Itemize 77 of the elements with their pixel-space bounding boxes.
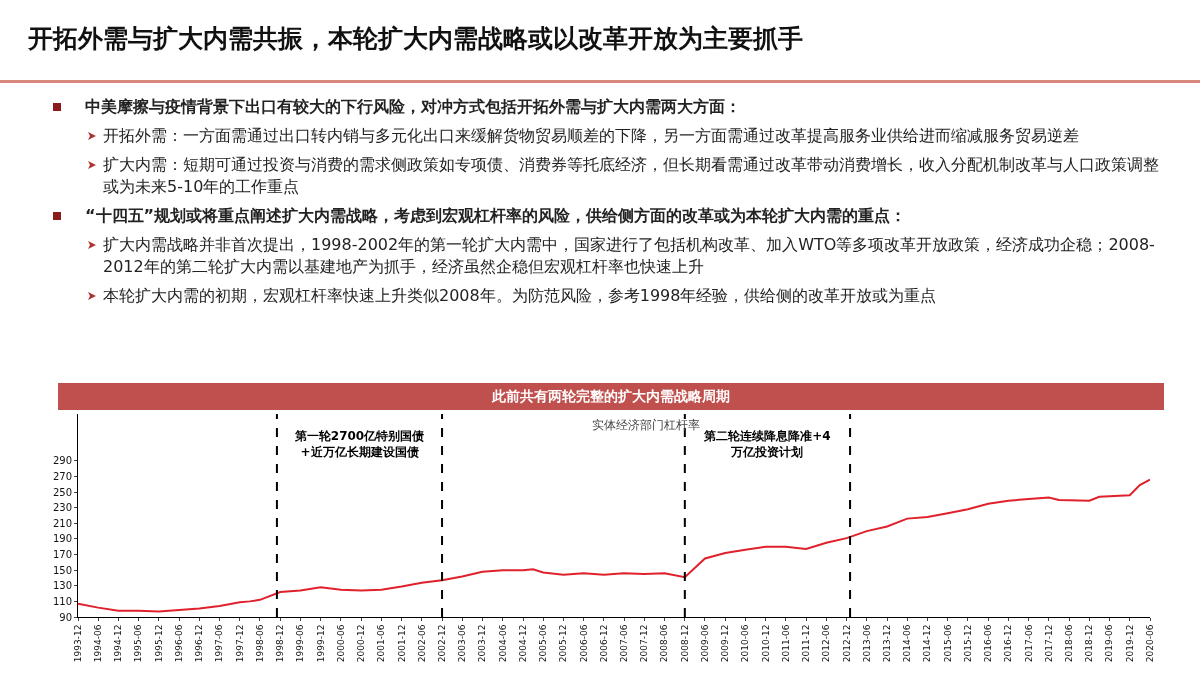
- y-tick-label: 170: [52, 549, 72, 561]
- x-tick-label: 2007-06: [618, 624, 629, 663]
- x-tick-label: 2000-06: [335, 624, 346, 663]
- x-tick-label: 2010-12: [760, 624, 771, 663]
- x-tick-label: 2010-06: [740, 624, 751, 663]
- x-tick-label: 1995-12: [153, 624, 164, 663]
- text: 中美摩擦与疫情背景下出口有较大的下行风险，对冲方式包括开拓外需与扩大内需两大方面：: [45, 96, 1160, 118]
- x-tick-label: 2003-12: [477, 624, 488, 663]
- x-tick-label: 2005-12: [558, 624, 569, 663]
- x-tick-label: 2002-12: [436, 624, 447, 663]
- y-tick-label: 250: [52, 486, 72, 498]
- x-tick-label: 1994-06: [93, 624, 104, 663]
- line-series: [78, 478, 1150, 613]
- x-tick-label: 2020-06: [1144, 624, 1155, 663]
- x-tick-label: 1998-06: [254, 624, 265, 663]
- x-tick-label: 2004-06: [497, 624, 508, 663]
- y-tick-label: 290: [52, 455, 72, 467]
- x-tick-label: 1998-12: [275, 624, 286, 663]
- text: 扩大内需：短期可通过投资与消费的需求侧政策如专项债、消费券等托底经济，但长期看需通过改革带动消费增长，收入分配机制改革与人口政策调整或为未来5-10年的工作重点: [102, 154, 1160, 198]
- text: “十四五”规划或将重点阐述扩大内需战略，考虑到宏观杠杆率的风险，供给侧方面的改革或为本轮扩大内需的重点：: [45, 205, 1160, 227]
- y-tick-label: 270: [52, 470, 72, 482]
- annotation: 第二轮连续降息降准+4万亿投资计划: [703, 428, 832, 460]
- text: 本轮扩大内需的初期，宏观杠杆率快速上升类似2008年。为防范风险，参考1998年经验，供给侧的改革开放或为重点: [102, 285, 938, 307]
- x-tick-label: 2012-06: [821, 624, 832, 663]
- x-tick-label: 2007-12: [639, 624, 650, 663]
- x-tick-label: 2001-06: [376, 624, 387, 663]
- text: 开拓外需：一方面需通过出口转内销与多元化出口来缓解货物贸易顺差的下降，另一方面需通过改革提高服务业供给进而缩减服务贸易逆差: [102, 125, 1080, 147]
- y-tick-label: 90: [59, 611, 72, 623]
- x-tick-label: 2019-06: [1104, 624, 1115, 663]
- x-tick-label: 1997-12: [234, 624, 245, 663]
- x-tick-label: 2017-12: [1043, 624, 1054, 663]
- y-tick-label: 190: [52, 533, 72, 545]
- x-tick-label: 2015-12: [962, 624, 973, 663]
- x-tick-label: 2014-06: [902, 624, 913, 663]
- annotation: 实体经济部门杠杆率: [592, 418, 700, 432]
- annotation: 第一轮2700亿特别国债+近万亿长期建设国债: [293, 428, 426, 460]
- y-tick-label: 210: [52, 517, 72, 529]
- x-tick-label: 2018-06: [1063, 624, 1074, 663]
- x-tick-label: 2014-12: [922, 624, 933, 663]
- x-tick-label: 2013-12: [881, 624, 892, 663]
- x-tick-label: 1997-06: [214, 624, 225, 663]
- x-tick-label: 2013-06: [861, 624, 872, 663]
- x-tick-label: 1994-12: [113, 624, 124, 663]
- x-tick-label: 2016-06: [983, 624, 994, 663]
- x-tick-label: 2011-06: [780, 624, 791, 663]
- x-tick-label: 2016-12: [1003, 624, 1014, 663]
- chart-title: 开拓外需与扩大内需共振，本轮扩大内需战略或以改革开放为主要抓手: [28, 23, 804, 55]
- x-tick-label: 2017-06: [1023, 624, 1034, 663]
- x-tick-label: 2019-12: [1124, 624, 1135, 663]
- x-tick-label: 2003-06: [457, 624, 468, 663]
- x-tick-label: 2009-12: [720, 624, 731, 663]
- x-tick-label: 1996-12: [194, 624, 205, 663]
- x-tick-label: 2002-06: [416, 624, 427, 663]
- y-tick-label: 130: [52, 580, 72, 592]
- x-tick-label: 2008-06: [659, 624, 670, 663]
- chart-subtitle: 此前共有两轮完整的扩大内需战略周期: [58, 383, 1164, 410]
- x-tick-label: 2018-12: [1084, 624, 1095, 663]
- y-tick-label: 110: [52, 595, 72, 607]
- x-tick-label: 2006-12: [598, 624, 609, 663]
- x-tick-label: 2000-12: [356, 624, 367, 663]
- x-tick-label: 2004-12: [517, 624, 528, 663]
- x-tick-label: 2001-12: [396, 624, 407, 663]
- x-tick-label: 2005-06: [538, 624, 549, 663]
- x-tick-label: 1995-06: [133, 624, 144, 663]
- x-tick-label: 2011-12: [801, 624, 812, 663]
- x-tick-label: 2009-06: [699, 624, 710, 663]
- text: 扩大内需战略并非首次提出，1998-2002年的第一轮扩大内需中，国家进行了包括机构改革、加入WTO等多项改革开放政策，经济成功企稳；2008-2012年的第二轮扩大内需以基建地产为抓手，经济虽然企稳但宏观杠杆率也快速上升: [102, 234, 1156, 278]
- x-tick-label: 1999-12: [315, 624, 326, 663]
- x-tick-label: 1996-06: [174, 624, 185, 663]
- x-tick-label: 2008-12: [679, 624, 690, 663]
- y-tick-label: 230: [52, 502, 72, 514]
- x-tick-label: 2012-12: [841, 624, 852, 663]
- x-tick-label: 2006-06: [578, 624, 589, 663]
- x-tick-label: 2015-06: [942, 624, 953, 663]
- y-tick-label: 150: [52, 564, 72, 576]
- x-tick-label: 1999-06: [295, 624, 306, 663]
- x-tick-label: 1993-12: [72, 624, 83, 663]
